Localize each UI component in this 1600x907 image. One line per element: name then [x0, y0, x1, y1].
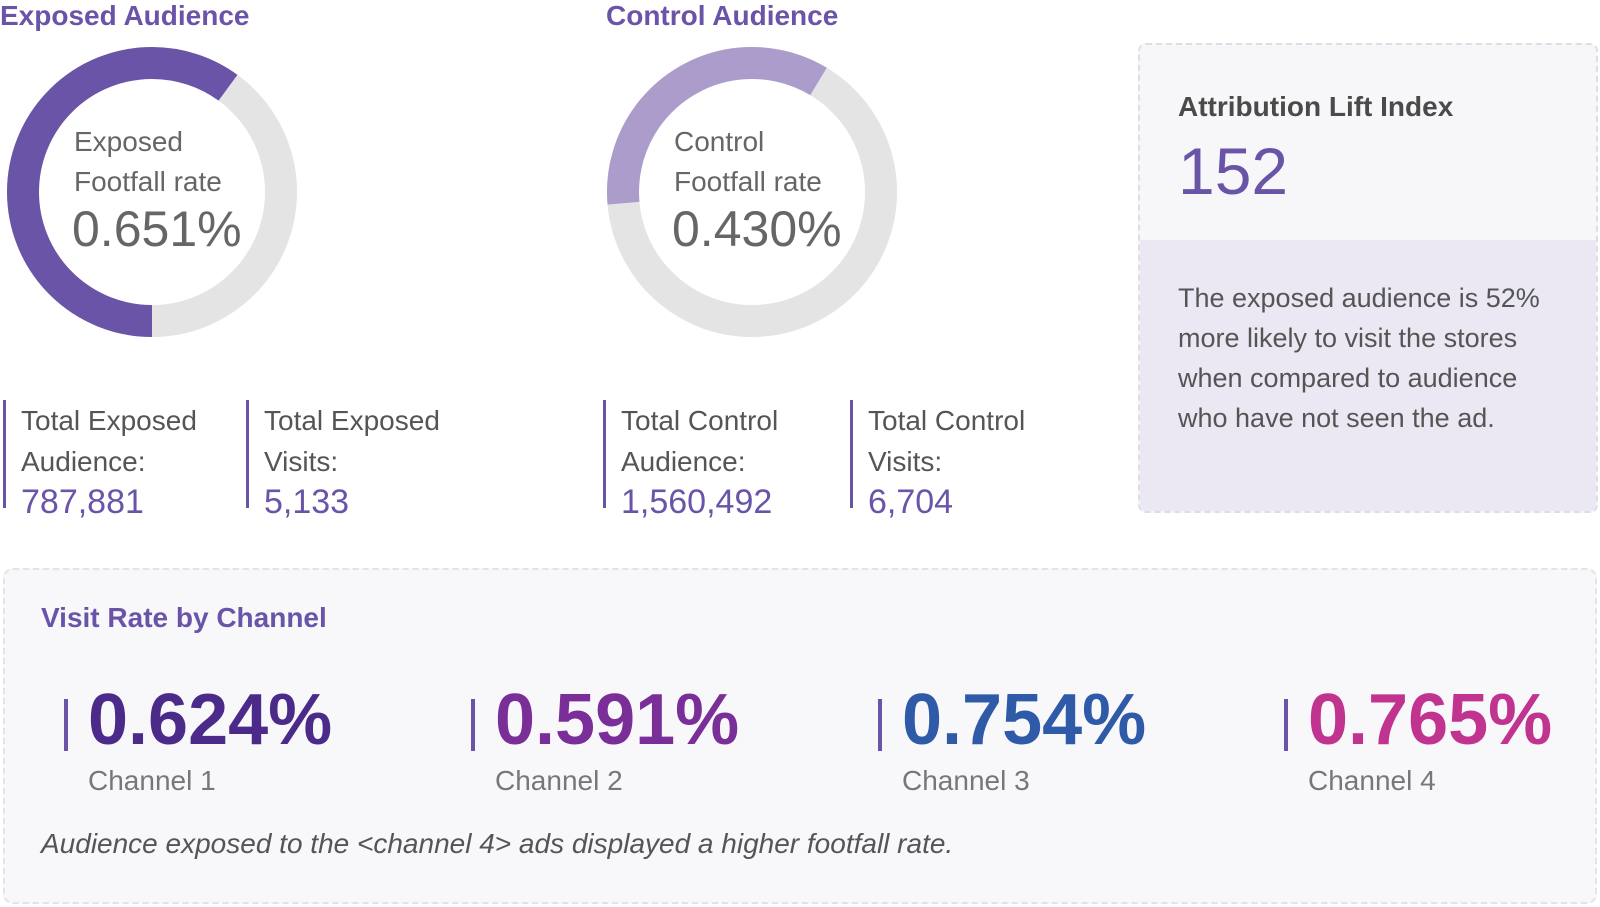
- total-exposed-audience: Total Exposed Audience: 787,881: [3, 400, 197, 521]
- stat-value: 6,704: [868, 483, 954, 521]
- lift-index-value: 152: [1178, 134, 1289, 208]
- channel-divider: [64, 699, 68, 751]
- channel-4-name: Channel 4: [1308, 765, 1436, 796]
- lift-description: The exposed audience is 52% more likely …: [1178, 283, 1540, 433]
- control-rate-label: Control Footfall rate: [674, 126, 822, 197]
- exposed-donut-ring: [7, 47, 297, 337]
- channel-1-name: Channel 1: [88, 765, 216, 796]
- control-ring-fill: [607, 47, 897, 337]
- control-audience-title: Control Audience: [606, 0, 839, 31]
- channel-4-rate: 0.765%: [1308, 680, 1553, 760]
- control-rate-value: 0.430%: [672, 201, 842, 257]
- stat-label: Total Exposed: [264, 405, 440, 436]
- channel-1-metric: 0.624% Channel 1: [64, 680, 424, 805]
- exposed-footfall-donut: Exposed Footfall rate 0.651%: [4, 44, 304, 344]
- stat-label: Visits:: [264, 446, 339, 477]
- stat-value: 1,560,492: [621, 483, 773, 521]
- exposed-rate-label: Exposed Footfall rate: [74, 126, 222, 197]
- channel-4-metric: 0.765% Channel 4: [1284, 680, 1600, 805]
- exposed-rate-value: 0.651%: [72, 201, 242, 257]
- channel-divider: [878, 699, 882, 751]
- stat-label: Audience:: [621, 446, 746, 477]
- stat-label: Total Control: [868, 405, 1026, 436]
- control-footfall-donut: Control Footfall rate 0.430%: [604, 44, 904, 344]
- lift-description-box: The exposed audience is 52% more likely …: [1140, 240, 1596, 511]
- visit-rate-by-channel-card: Visit Rate by Channel 0.624% Channel 1 0…: [3, 568, 1597, 904]
- channel-2-name: Channel 2: [495, 765, 623, 796]
- exposed-audience-title: Exposed Audience: [0, 0, 250, 31]
- channel-2-rate: 0.591%: [495, 680, 740, 760]
- attribution-lift-card: Attribution Lift Index 152 The exposed a…: [1138, 43, 1598, 513]
- lift-title: Attribution Lift Index: [1178, 91, 1454, 122]
- total-exposed-visits: Total Exposed Visits: 5,133: [246, 400, 440, 521]
- stat-label: Total Exposed: [21, 405, 197, 436]
- channel-3-rate: 0.754%: [902, 680, 1147, 760]
- exposed-ring-fill: [7, 47, 297, 337]
- stat-value: 787,881: [21, 483, 144, 521]
- channel-1-rate: 0.624%: [88, 680, 333, 760]
- channel-divider: [471, 699, 475, 751]
- stat-label: Visits:: [868, 446, 943, 477]
- channel-3-name: Channel 3: [902, 765, 1030, 796]
- control-donut-ring: [607, 47, 897, 337]
- stat-value: 5,133: [264, 483, 350, 521]
- channel-section-title: Visit Rate by Channel: [41, 602, 327, 633]
- stat-label: Total Control: [621, 405, 779, 436]
- total-control-audience: Total Control Audience: 1,560,492: [603, 400, 779, 521]
- channel-insight-note: Audience exposed to the <channel 4> ads …: [41, 828, 954, 859]
- lift-header: Attribution Lift Index 152: [1140, 45, 1596, 240]
- channel-divider: [1284, 699, 1288, 751]
- channel-2-metric: 0.591% Channel 2: [471, 680, 831, 805]
- stat-label: Audience:: [21, 446, 146, 477]
- channel-3-metric: 0.754% Channel 3: [878, 680, 1238, 805]
- total-control-visits: Total Control Visits: 6,704: [850, 400, 1026, 521]
